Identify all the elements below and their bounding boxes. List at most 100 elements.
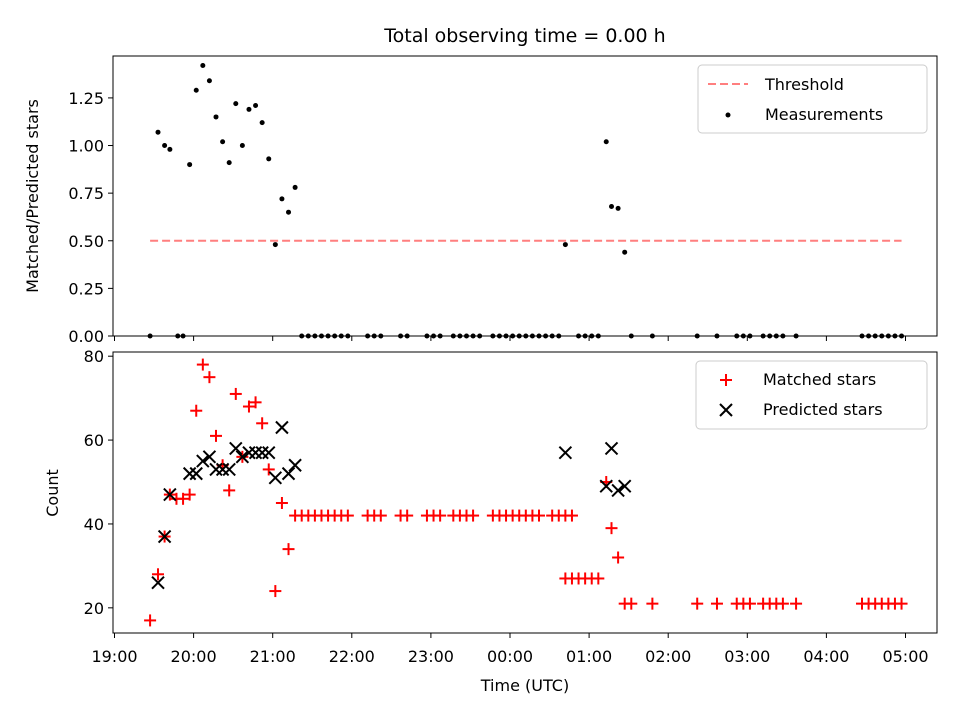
measurement-point: [589, 333, 595, 339]
x-tick-label: 22:00: [329, 647, 375, 666]
measurement-point: [879, 333, 885, 339]
top-y-tick-label: 0.50: [68, 232, 104, 251]
x-tick-label: 05:00: [882, 647, 928, 666]
predicted-point: [222, 462, 236, 477]
measurement-point: [246, 106, 252, 112]
measurement-point: [503, 333, 509, 339]
measurement-point: [866, 333, 872, 339]
chart-title: Total observing time = 0.00 h: [383, 25, 665, 47]
bottom-y-tick-label: 40: [84, 515, 104, 534]
measurement-point: [793, 333, 799, 339]
measurement-point: [226, 160, 232, 166]
matched-point: [242, 400, 255, 413]
measurement-point: [523, 333, 529, 339]
x-tick-label: 02:00: [645, 647, 691, 666]
matched-point: [434, 509, 447, 522]
matched-point: [646, 597, 659, 610]
predicted-point: [275, 420, 289, 435]
predicted-point: [157, 529, 172, 544]
predicted-point: [611, 483, 625, 498]
measurement-point: [162, 143, 168, 149]
measurement-point: [437, 333, 443, 339]
measurement-point: [543, 333, 549, 339]
matched-point: [592, 572, 605, 585]
measurement-point: [740, 333, 746, 339]
measurement-point: [899, 333, 905, 339]
top-y-tick-label: 1.25: [68, 89, 104, 108]
measurement-point: [582, 333, 588, 339]
bottom-legend-box: [695, 360, 928, 430]
legend-measurements-label: Measurements: [765, 105, 883, 124]
x-axis-label: Time (UTC): [480, 676, 569, 695]
measurement-point: [490, 333, 496, 339]
matched-points: [144, 358, 908, 627]
predicted-point: [182, 466, 197, 481]
matched-point: [710, 597, 723, 610]
measurement-point: [338, 333, 344, 339]
x-tick-label: 04:00: [803, 647, 849, 666]
measurement-point: [773, 333, 779, 339]
measurement-point: [714, 333, 720, 339]
measurement-point: [536, 333, 542, 339]
predicted-point: [268, 471, 283, 485]
measurement-point: [885, 333, 891, 339]
measurement-points: [147, 63, 905, 339]
predicted-point: [209, 462, 223, 477]
measurement-point: [299, 333, 305, 339]
matched-point: [144, 614, 157, 627]
matched-point: [612, 551, 625, 564]
measurement-point: [780, 333, 786, 339]
matched-point: [467, 509, 480, 522]
measurement-point: [332, 333, 338, 339]
measurement-point: [463, 333, 469, 339]
measurement-point: [457, 333, 463, 339]
bottom-y-tick-label: 20: [84, 599, 104, 618]
measurement-point: [155, 129, 161, 135]
top-y-ticks: 0.00 0.25 0.50 0.75 1.00 1.25: [68, 89, 113, 346]
top-y-tick-label: 0.25: [68, 279, 104, 298]
measurement-point: [220, 139, 226, 145]
bottom-y-tick-label: 80: [84, 347, 104, 366]
x-tick-label: 20:00: [171, 647, 217, 666]
matched-point: [691, 597, 704, 610]
predicted-point: [604, 441, 619, 456]
measurement-point: [562, 242, 568, 248]
measurement-point: [206, 78, 212, 84]
bottom-y-ticks: 20 40 60 80: [84, 347, 113, 618]
predicted-point: [196, 454, 210, 468]
predicted-point: [163, 487, 177, 502]
legend-predicted-label: Predicted stars: [763, 400, 883, 419]
measurement-point: [286, 209, 292, 215]
predicted-point: [248, 445, 263, 460]
matched-point: [374, 509, 387, 522]
predicted-point: [558, 445, 573, 460]
matched-point: [203, 371, 216, 384]
matched-point: [229, 387, 242, 400]
x-tick-label: 00:00: [487, 647, 533, 666]
bottom-legend: Matched stars Predicted stars: [695, 360, 928, 430]
measurement-point: [477, 333, 483, 339]
matched-point: [776, 597, 789, 610]
measurement-point: [253, 103, 259, 109]
measurement-point: [325, 333, 331, 339]
measurement-point: [859, 333, 865, 339]
measurement-point: [516, 333, 522, 339]
measurement-point: [747, 333, 753, 339]
matched-point: [743, 597, 756, 610]
matched-point: [401, 509, 414, 522]
measurement-point: [470, 333, 476, 339]
measurement-point: [180, 333, 186, 339]
x-tick-label: 23:00: [408, 647, 454, 666]
predicted-point: [599, 479, 613, 493]
measurement-point: [556, 333, 562, 339]
matched-point: [256, 417, 269, 430]
legend-predicted-swatch: [719, 403, 733, 417]
predicted-point: [288, 458, 302, 472]
measurement-point: [622, 249, 628, 255]
top-y-tick-label: 0.00: [68, 327, 104, 346]
measurement-point: [767, 333, 773, 339]
matched-point: [249, 396, 262, 409]
matched-point: [262, 463, 275, 476]
measurement-point: [233, 101, 239, 107]
